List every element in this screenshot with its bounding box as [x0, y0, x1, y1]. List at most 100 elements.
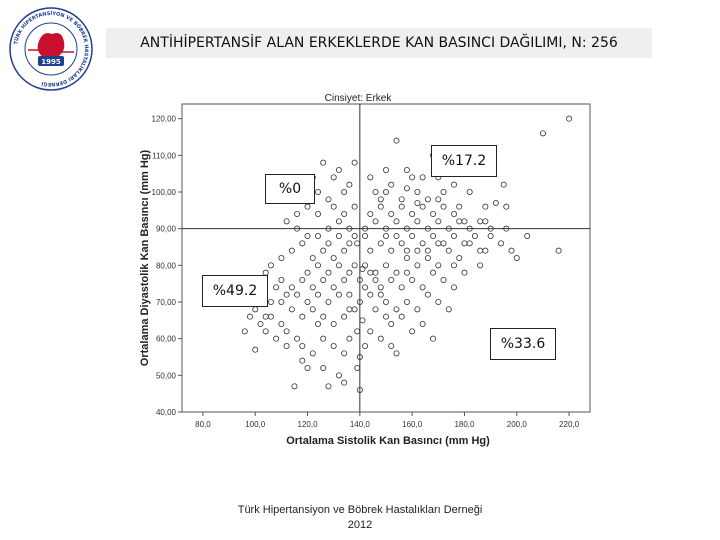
data-point	[267, 298, 274, 305]
data-point	[498, 240, 505, 247]
data-point	[362, 262, 369, 269]
data-point	[367, 328, 374, 335]
data-point	[403, 247, 410, 254]
data-point	[304, 364, 311, 371]
data-point	[359, 317, 366, 324]
data-point	[419, 203, 426, 210]
x-tick-label: 80,0	[195, 420, 211, 429]
data-point	[288, 247, 295, 254]
data-point	[435, 196, 442, 203]
data-point	[325, 240, 332, 247]
data-point	[388, 210, 395, 217]
data-point	[330, 284, 337, 291]
data-point	[346, 291, 353, 298]
data-point	[403, 225, 410, 232]
data-point	[440, 276, 447, 283]
data-point	[419, 174, 426, 181]
data-point	[304, 269, 311, 276]
data-point	[341, 247, 348, 254]
data-point	[508, 247, 515, 254]
data-point	[477, 262, 484, 269]
data-point	[341, 313, 348, 320]
data-point	[424, 225, 431, 232]
data-point	[262, 328, 269, 335]
data-point	[278, 298, 285, 305]
data-point	[466, 188, 473, 195]
data-point	[278, 254, 285, 261]
data-point	[382, 232, 389, 239]
data-point	[503, 203, 510, 210]
data-point	[354, 364, 361, 371]
data-point	[299, 313, 306, 320]
data-point	[466, 225, 473, 232]
data-point	[492, 199, 499, 206]
data-point	[314, 291, 321, 298]
data-point	[330, 254, 337, 261]
data-point	[398, 313, 405, 320]
slide-title: ANTİHİPERTANSİF ALAN ERKEKLERDE KAN BASI…	[106, 28, 652, 58]
data-point	[314, 262, 321, 269]
data-point	[414, 188, 421, 195]
data-point	[325, 225, 332, 232]
data-point	[320, 276, 327, 283]
data-point	[273, 284, 280, 291]
data-point	[377, 203, 384, 210]
data-point	[393, 306, 400, 313]
data-point	[430, 232, 437, 239]
data-point	[372, 218, 379, 225]
data-point	[419, 240, 426, 247]
data-point	[257, 320, 264, 327]
data-point	[335, 218, 342, 225]
y-tick-label: 40,00	[156, 408, 177, 417]
data-point	[409, 210, 416, 217]
data-point	[356, 298, 363, 305]
data-point	[430, 269, 437, 276]
data-point	[330, 342, 337, 349]
logo-year: 1995	[41, 58, 61, 66]
data-point	[424, 291, 431, 298]
y-tick-label: 100,00	[152, 188, 177, 197]
data-point	[409, 328, 416, 335]
data-point	[424, 196, 431, 203]
data-point	[330, 203, 337, 210]
data-point	[341, 188, 348, 195]
quadrant-label-upper-right: %17.2	[431, 145, 497, 177]
data-point	[335, 262, 342, 269]
data-point	[403, 254, 410, 261]
data-point	[471, 232, 478, 239]
data-point	[351, 232, 358, 239]
data-point	[398, 203, 405, 210]
data-point	[461, 218, 468, 225]
y-axis-ticks: 40,00 50,00 60,00 70,00 80,00 90,00 100,00 110,…	[152, 115, 182, 417]
data-point	[291, 383, 298, 390]
data-point	[320, 159, 327, 166]
data-point	[393, 218, 400, 225]
data-point	[461, 240, 468, 247]
data-point	[362, 232, 369, 239]
data-point	[403, 269, 410, 276]
data-point	[320, 335, 327, 342]
data-point	[294, 225, 301, 232]
quadrant-label-lower-left: %49.2	[202, 275, 268, 307]
panel-title: Cinsiyet: Erkek	[325, 93, 393, 104]
data-point	[320, 364, 327, 371]
data-point	[252, 346, 259, 353]
data-point	[294, 335, 301, 342]
data-point	[320, 247, 327, 254]
data-point	[424, 254, 431, 261]
data-point	[398, 196, 405, 203]
data-point	[314, 210, 321, 217]
data-point	[409, 232, 416, 239]
data-point	[414, 218, 421, 225]
x-tick-label: 220,0	[559, 420, 580, 429]
data-point	[283, 291, 290, 298]
data-point	[325, 196, 332, 203]
data-point	[341, 350, 348, 357]
y-axis-label: Ortalama Diyastolik Kan Basıncı (mm Hg)	[139, 149, 151, 366]
data-point	[346, 269, 353, 276]
data-point	[566, 115, 573, 122]
y-tick-label: 120,00	[152, 115, 177, 124]
data-point	[367, 210, 374, 217]
x-tick-label: 120,0	[298, 420, 319, 429]
data-point	[487, 225, 494, 232]
